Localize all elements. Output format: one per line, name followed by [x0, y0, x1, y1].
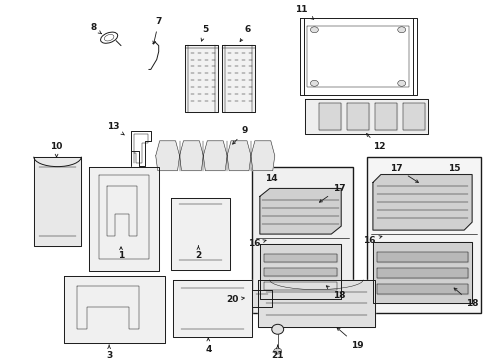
Text: 20: 20 [225, 295, 244, 304]
Text: 17: 17 [319, 184, 345, 202]
Polygon shape [34, 157, 81, 246]
Text: 5: 5 [201, 25, 208, 41]
Text: 14: 14 [265, 174, 278, 183]
Polygon shape [372, 175, 471, 230]
Text: 21: 21 [271, 345, 284, 360]
Polygon shape [264, 268, 337, 276]
Polygon shape [264, 282, 337, 289]
Polygon shape [376, 252, 467, 262]
Polygon shape [251, 289, 271, 307]
Polygon shape [203, 141, 227, 171]
Polygon shape [374, 103, 396, 130]
Polygon shape [259, 188, 341, 234]
Bar [366, 157, 480, 314]
Polygon shape [172, 280, 251, 337]
Ellipse shape [397, 27, 405, 33]
Polygon shape [346, 103, 368, 130]
Text: 19: 19 [336, 328, 363, 350]
Ellipse shape [310, 27, 318, 33]
Bar [251, 167, 352, 314]
Ellipse shape [273, 348, 281, 354]
Text: 16: 16 [247, 239, 265, 248]
Text: 18: 18 [453, 288, 477, 308]
Text: 3: 3 [106, 345, 112, 360]
Ellipse shape [397, 80, 405, 86]
Polygon shape [227, 141, 250, 171]
Polygon shape [250, 141, 274, 171]
Polygon shape [170, 198, 230, 270]
Polygon shape [63, 276, 164, 343]
Text: 8: 8 [90, 23, 102, 34]
Text: 11: 11 [295, 5, 313, 19]
Polygon shape [376, 284, 467, 293]
Polygon shape [257, 280, 374, 327]
Ellipse shape [271, 324, 283, 334]
Polygon shape [179, 141, 203, 171]
Text: 10: 10 [50, 142, 62, 157]
Polygon shape [259, 244, 341, 298]
Text: 15: 15 [447, 164, 460, 173]
Polygon shape [402, 103, 424, 130]
Polygon shape [264, 254, 337, 262]
Text: 7: 7 [153, 17, 162, 44]
Polygon shape [372, 242, 471, 303]
Text: 13: 13 [106, 122, 124, 135]
Polygon shape [89, 167, 159, 271]
Text: 16: 16 [362, 235, 381, 244]
Ellipse shape [310, 80, 318, 86]
Polygon shape [222, 45, 254, 112]
Text: 6: 6 [240, 25, 250, 41]
Text: 12: 12 [366, 134, 385, 151]
Text: 4: 4 [204, 338, 211, 354]
Text: 17: 17 [389, 164, 418, 183]
Polygon shape [185, 45, 218, 112]
Text: 18: 18 [325, 286, 345, 300]
Text: 2: 2 [195, 246, 201, 260]
Text: 1: 1 [118, 247, 124, 260]
Polygon shape [155, 141, 179, 171]
Polygon shape [376, 268, 467, 278]
Polygon shape [319, 103, 341, 130]
Text: 9: 9 [232, 126, 248, 144]
Polygon shape [304, 99, 427, 134]
